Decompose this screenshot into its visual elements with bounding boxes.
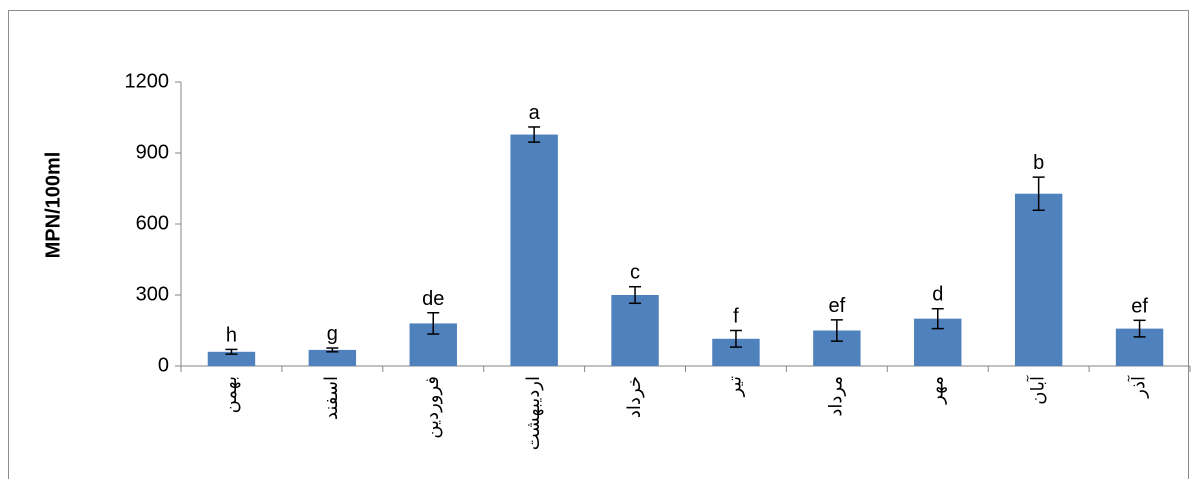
x-category-label: مهر <box>927 376 948 405</box>
significance-label: a <box>529 102 541 124</box>
significance-label: f <box>733 306 739 328</box>
x-category-label: آذر <box>1126 375 1148 399</box>
significance-label: c <box>630 262 640 284</box>
x-category-label: مرداد <box>826 376 847 417</box>
y-tick-label: 900 <box>136 141 169 163</box>
bar <box>1015 194 1062 366</box>
chart-frame <box>9 11 1189 480</box>
y-tick-label: 300 <box>136 283 169 305</box>
y-tick-label: 600 <box>136 212 169 234</box>
significance-label: de <box>422 288 444 310</box>
significance-label: ef <box>829 295 846 317</box>
bar <box>510 135 557 366</box>
x-category-label: تیر <box>725 376 746 397</box>
significance-label: g <box>327 323 338 345</box>
significance-label: h <box>226 324 237 346</box>
y-tick-label: 1200 <box>125 70 170 92</box>
bar <box>611 295 658 366</box>
significance-label: ef <box>1131 295 1148 317</box>
x-category-label: اسفند <box>321 376 341 420</box>
x-category-label: بهمن <box>220 376 241 413</box>
x-category-label: فروردین <box>422 376 443 439</box>
x-category-label: اردیبهشت <box>523 376 544 450</box>
significance-label: d <box>932 284 943 306</box>
significance-label: b <box>1033 152 1044 174</box>
x-category-label: خرداد <box>624 376 645 418</box>
x-category-label: آبان <box>1025 375 1047 405</box>
y-tick-label: 0 <box>158 354 169 376</box>
y-axis-title: MPN/100ml <box>42 152 64 259</box>
